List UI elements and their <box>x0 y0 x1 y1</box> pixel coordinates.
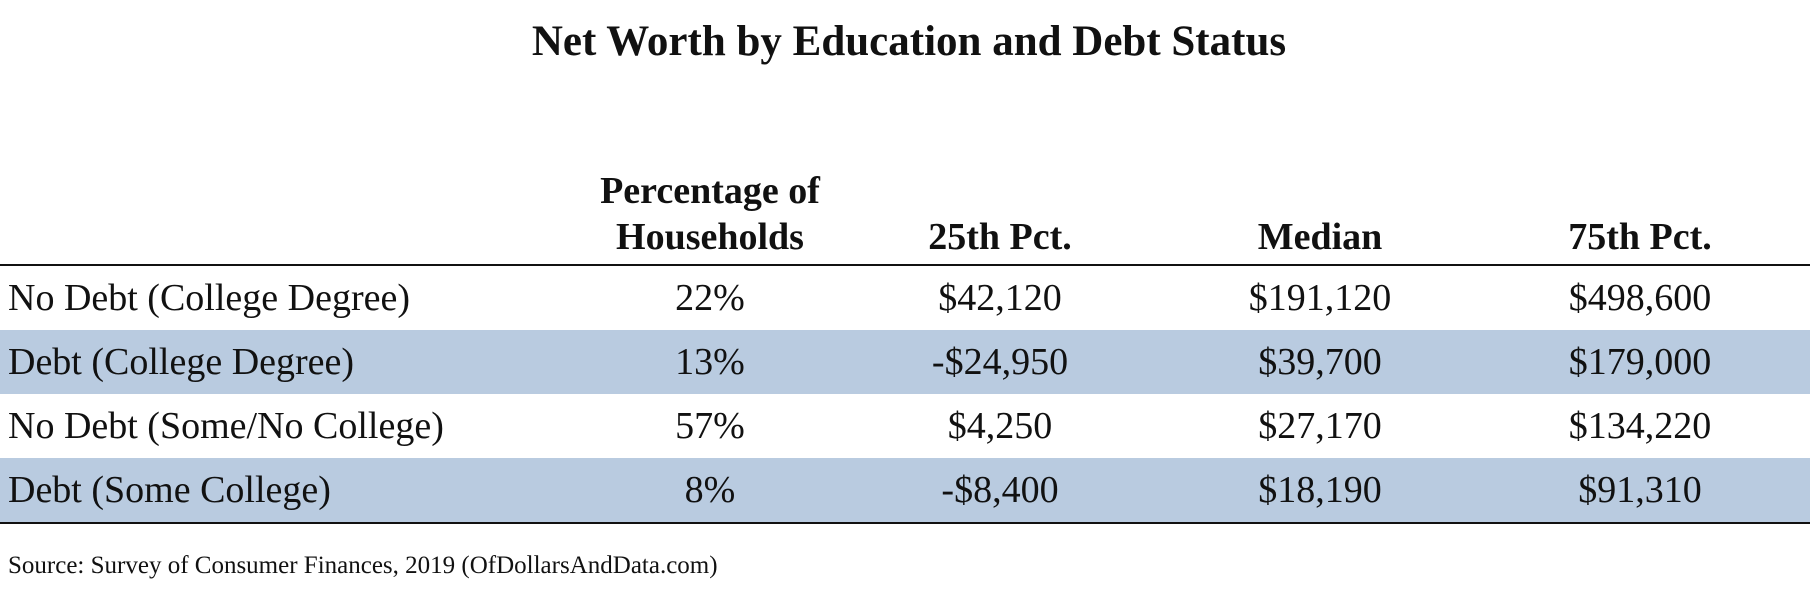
table-row: Debt (Some College) 8% -$8,400 $18,190 $… <box>0 458 1810 524</box>
cell-75th-pct: $91,310 <box>1578 469 1702 511</box>
header-75th-pct: 75th Pct. <box>1568 216 1712 258</box>
cell-25th-pct: $42,120 <box>938 277 1062 319</box>
cell-pct-households: 13% <box>675 341 745 383</box>
cell-median: $39,700 <box>1258 341 1382 383</box>
cell-median: $18,190 <box>1258 469 1382 511</box>
header-pct-households: Percentage of Households <box>600 170 820 258</box>
row-label: No Debt (Some/No College) <box>8 405 444 447</box>
table-body: No Debt (College Degree) 22% $42,120 $19… <box>0 266 1810 524</box>
cell-75th-pct: $498,600 <box>1568 277 1712 319</box>
table-row: No Debt (College Degree) 22% $42,120 $19… <box>0 266 1810 330</box>
net-worth-table: Percentage of Households 25th Pct. Media… <box>0 112 1810 524</box>
cell-75th-pct: $179,000 <box>1568 341 1712 383</box>
cell-25th-pct: -$8,400 <box>941 469 1059 511</box>
cell-pct-households: 22% <box>675 277 745 319</box>
table-row: Debt (College Degree) 13% -$24,950 $39,7… <box>0 330 1810 394</box>
cell-median: $191,120 <box>1248 277 1392 319</box>
source-note: Source: Survey of Consumer Finances, 201… <box>8 552 718 579</box>
chart-title: Net Worth by Education and Debt Status <box>531 18 1287 65</box>
row-label: Debt (Some College) <box>8 469 331 511</box>
table-row: No Debt (Some/No College) 57% $4,250 $27… <box>0 394 1810 458</box>
row-label: Debt (College Degree) <box>8 341 355 383</box>
cell-pct-households: 57% <box>675 405 745 447</box>
header-25th-pct: 25th Pct. <box>928 216 1072 258</box>
cell-25th-pct: $4,250 <box>947 405 1053 447</box>
table-header-row: Percentage of Households 25th Pct. Media… <box>0 112 1810 266</box>
cell-75th-pct: $134,220 <box>1568 405 1712 447</box>
cell-25th-pct: -$24,950 <box>931 341 1069 383</box>
cell-median: $27,170 <box>1258 405 1382 447</box>
header-median: Median <box>1257 216 1383 258</box>
row-label: No Debt (College Degree) <box>8 277 411 319</box>
cell-pct-households: 8% <box>684 469 736 511</box>
